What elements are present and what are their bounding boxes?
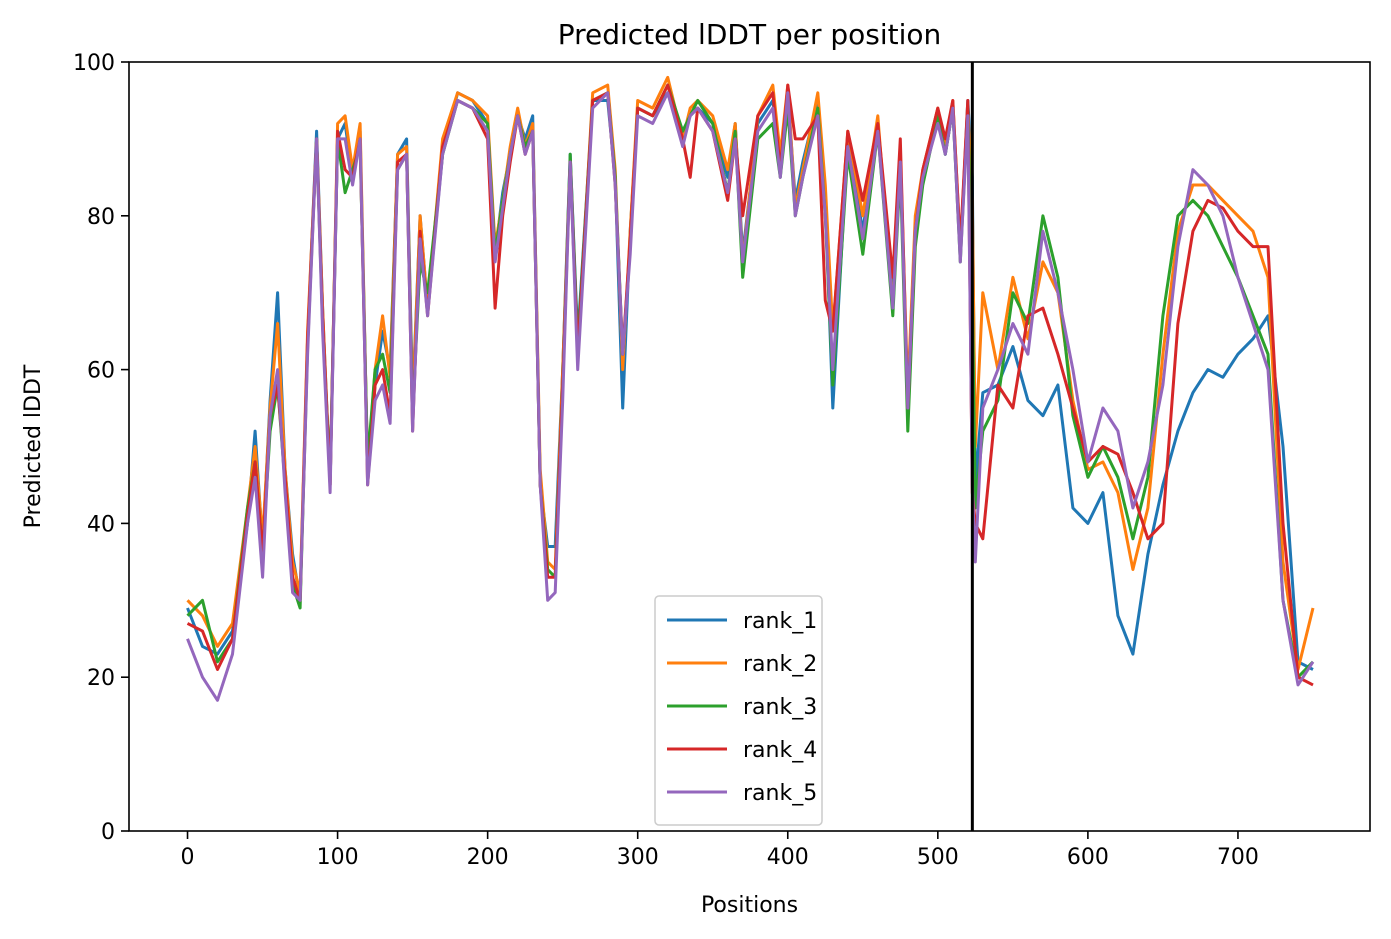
legend-label-rank_3: rank_3 bbox=[743, 695, 817, 720]
legend-label-rank_2: rank_2 bbox=[743, 652, 817, 677]
legend: rank_1 rank_2 rank_3 rank_4 rank_5 bbox=[654, 595, 823, 826]
y-tick-label: 20 bbox=[87, 666, 115, 691]
plot-frame bbox=[128, 61, 1371, 832]
x-axis-ticks: 0 100 200 300 400 500 600 700 bbox=[181, 831, 1259, 870]
x-axis-title: Positions bbox=[701, 893, 798, 918]
y-tick-label: 0 bbox=[101, 820, 115, 845]
x-tick-label: 200 bbox=[467, 845, 509, 870]
x-tick-label: 400 bbox=[767, 845, 809, 870]
y-tick-label: 60 bbox=[87, 359, 115, 384]
chart-title: Predicted lDDT per position bbox=[558, 18, 942, 51]
legend-label-rank_4: rank_4 bbox=[743, 738, 817, 763]
x-tick-label: 0 bbox=[181, 845, 195, 870]
y-axis-ticks: 0 20 40 60 80 100 bbox=[73, 51, 129, 845]
y-tick-label: 100 bbox=[73, 51, 115, 76]
x-tick-label: 600 bbox=[1067, 845, 1109, 870]
legend-label-rank_1: rank_1 bbox=[743, 609, 817, 634]
series-layer bbox=[186, 75, 1315, 702]
x-tick-label: 500 bbox=[917, 845, 959, 870]
x-tick-label: 300 bbox=[617, 845, 659, 870]
series-line-rank_5 bbox=[186, 91, 1315, 702]
legend-label-rank_5: rank_5 bbox=[743, 781, 817, 806]
legend-box bbox=[654, 595, 823, 826]
y-axis-title: Predicted lDDT bbox=[21, 364, 46, 528]
x-tick-label: 100 bbox=[317, 845, 359, 870]
x-tick-label: 700 bbox=[1217, 845, 1259, 870]
y-tick-label: 80 bbox=[87, 205, 115, 230]
y-tick-label: 40 bbox=[87, 512, 115, 537]
